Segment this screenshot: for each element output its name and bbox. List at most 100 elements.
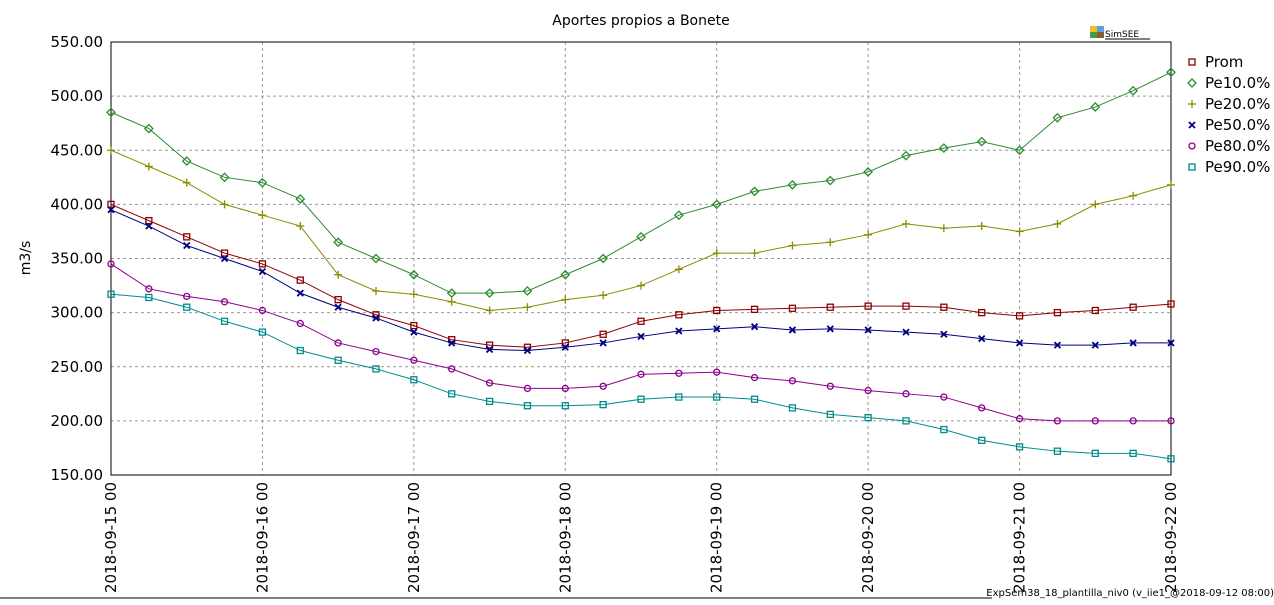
x-tick-label: 2018-09-18 00 — [556, 482, 574, 593]
legend-label: Pe50.0% — [1205, 116, 1270, 134]
point — [750, 373, 759, 382]
y-tick-label: 450.00 — [51, 141, 104, 159]
point — [637, 332, 645, 341]
point — [295, 194, 306, 204]
point — [485, 397, 494, 406]
point — [220, 254, 229, 263]
point — [675, 311, 683, 319]
point — [750, 395, 759, 403]
x-tick-label: 2018-09-22 00 — [1162, 482, 1180, 593]
point — [788, 326, 797, 334]
point — [1167, 300, 1175, 308]
point — [258, 267, 267, 276]
point — [560, 269, 571, 280]
point — [107, 260, 115, 268]
point — [107, 146, 115, 155]
point — [750, 305, 759, 314]
point — [749, 186, 760, 197]
point — [446, 288, 457, 299]
point — [864, 413, 872, 422]
legend-marker — [1187, 78, 1197, 88]
point — [636, 231, 646, 242]
point — [447, 297, 456, 306]
point — [675, 369, 683, 377]
legend-label: Pe10.0% — [1205, 74, 1270, 92]
point — [448, 390, 456, 398]
point — [1053, 308, 1062, 317]
point — [410, 356, 418, 364]
point — [523, 402, 532, 410]
point — [296, 276, 304, 284]
point — [183, 303, 191, 311]
point — [107, 290, 115, 298]
point — [107, 206, 115, 214]
legend-label: Pe90.0% — [1205, 158, 1270, 176]
point — [977, 222, 986, 231]
point — [1167, 455, 1175, 463]
point — [258, 306, 267, 315]
plot-frame — [110, 41, 1172, 476]
point — [484, 288, 495, 299]
point — [599, 330, 607, 338]
point — [448, 365, 456, 373]
point — [826, 325, 834, 333]
point — [1129, 191, 1138, 200]
point — [674, 265, 683, 274]
point — [1167, 417, 1175, 425]
y-tick-label: 400.00 — [51, 195, 104, 213]
point — [561, 343, 569, 351]
point — [1053, 341, 1062, 349]
point — [257, 177, 268, 188]
point — [143, 123, 154, 134]
point — [1052, 112, 1063, 123]
point — [258, 328, 267, 336]
point — [334, 356, 342, 364]
point — [183, 241, 191, 250]
point — [978, 404, 986, 412]
point — [788, 404, 797, 412]
point — [713, 306, 721, 315]
y-tick-label: 300.00 — [51, 304, 104, 322]
point — [598, 253, 609, 264]
point — [1167, 339, 1175, 347]
point — [334, 303, 342, 311]
point — [1015, 227, 1024, 236]
logo-icon — [1097, 32, 1104, 38]
logo-icon — [1097, 26, 1104, 32]
point — [561, 384, 569, 393]
series-line — [110, 203, 1172, 348]
point — [334, 339, 342, 347]
point — [863, 166, 874, 177]
point — [258, 260, 267, 268]
point — [1091, 449, 1099, 458]
point — [183, 233, 191, 241]
point — [901, 150, 911, 161]
point — [713, 325, 721, 333]
series-line — [110, 209, 1171, 352]
point — [145, 216, 153, 225]
point — [675, 327, 683, 335]
point — [410, 321, 418, 330]
point — [258, 211, 267, 220]
point — [372, 286, 380, 295]
point — [334, 270, 343, 279]
point — [637, 281, 645, 290]
point — [864, 386, 872, 395]
point — [902, 417, 910, 425]
point — [637, 395, 645, 403]
legend-marker — [1188, 142, 1196, 150]
point — [182, 178, 191, 187]
point — [220, 298, 229, 306]
point — [711, 199, 722, 210]
point — [864, 326, 872, 334]
point — [183, 292, 191, 301]
point — [902, 302, 910, 310]
point — [1167, 180, 1175, 189]
point — [145, 293, 153, 302]
point — [1091, 341, 1099, 349]
point — [372, 347, 380, 356]
x-tick-label: 2018-09-15 00 — [102, 482, 120, 593]
point — [1015, 312, 1024, 320]
point — [485, 341, 494, 349]
series-line — [110, 293, 1172, 460]
